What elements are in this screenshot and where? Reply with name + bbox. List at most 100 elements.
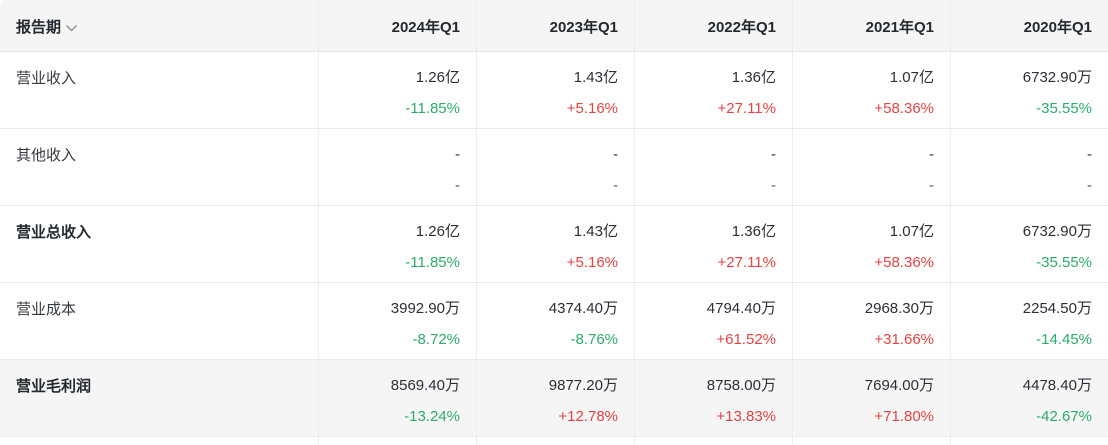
column-header-label: 2022年Q1 (707, 19, 776, 36)
cell-value: 1.43亿 (573, 223, 618, 240)
cell-change: - (1087, 177, 1092, 194)
row-label: 其他收入 (16, 147, 77, 164)
column-header: 2022年Q1 (634, 0, 792, 51)
cell-change: -11.85% (405, 100, 460, 117)
cell-change: - (771, 177, 776, 194)
value-cell: 1.36亿 +27.11% (634, 52, 792, 128)
value-cell: 7694.00万 +71.80% (792, 360, 950, 436)
partial-cell (950, 437, 1108, 445)
cell-value: - (771, 146, 776, 163)
report-period-header-cell: 报告期 (0, 0, 318, 51)
cell-value: 2968.30万 (864, 300, 934, 317)
cell-change: +61.52% (716, 331, 776, 348)
partial-cell (634, 437, 792, 445)
cell-change: +13.83% (716, 408, 776, 425)
cell-value: - (929, 146, 934, 163)
cell-change: - (929, 177, 934, 194)
cell-value: 1.26亿 (415, 69, 460, 86)
cell-value: 7694.00万 (864, 377, 934, 394)
cell-value: 1.43亿 (573, 69, 618, 86)
cell-change: +71.80% (874, 408, 934, 425)
cell-value: 8758.00万 (706, 377, 776, 394)
value-cell: 1.26亿 -11.85% (318, 206, 476, 282)
column-header: 2021年Q1 (792, 0, 950, 51)
cell-value: 4374.40万 (548, 300, 618, 317)
cell-value: - (455, 146, 460, 163)
cell-change: -13.24% (404, 408, 460, 425)
cell-value: 1.26亿 (415, 223, 460, 240)
partial-cell (476, 437, 634, 445)
cell-change: +58.36% (874, 100, 934, 117)
partial-cell (318, 437, 476, 445)
value-cell: 1.43亿 +5.16% (476, 206, 634, 282)
cell-value: 3992.90万 (390, 300, 460, 317)
value-cell: 6732.90万 -35.55% (950, 52, 1108, 128)
table-row-partial (0, 437, 1108, 445)
report-period-dropdown[interactable]: 报告期 (16, 16, 77, 37)
table-header-row: 报告期 2024年Q1 2023年Q1 2022年Q1 2021年Q1 2020… (0, 0, 1108, 52)
value-cell: 1.07亿 +58.36% (792, 206, 950, 282)
value-cell: - - (792, 129, 950, 205)
value-cell: 1.36亿 +27.11% (634, 206, 792, 282)
cell-change: +31.66% (874, 331, 934, 348)
cell-change: +12.78% (558, 408, 618, 425)
value-cell: - - (318, 129, 476, 205)
value-cell: 8569.40万 -13.24% (318, 360, 476, 436)
cell-change: +27.11% (717, 100, 776, 117)
column-header: 2020年Q1 (950, 0, 1108, 51)
column-header: 2023年Q1 (476, 0, 634, 51)
row-label: 营业成本 (16, 301, 77, 318)
value-cell: 1.26亿 -11.85% (318, 52, 476, 128)
cell-change: - (455, 177, 460, 194)
value-cell: - - (476, 129, 634, 205)
value-cell: 8758.00万 +13.83% (634, 360, 792, 436)
row-label-cell: 营业收入 (0, 52, 318, 128)
column-header-label: 2020年Q1 (1023, 19, 1092, 36)
row-label-cell: 其他收入 (0, 129, 318, 205)
row-label: 营业总收入 (16, 224, 92, 241)
cell-value: 1.36亿 (731, 69, 776, 86)
cell-value: - (1087, 146, 1092, 163)
cell-value: - (613, 146, 618, 163)
cell-value: 6732.90万 (1022, 69, 1092, 86)
cell-value: 1.07亿 (889, 69, 934, 86)
value-cell: 4374.40万 -8.76% (476, 283, 634, 359)
cell-value: 1.07亿 (889, 223, 934, 240)
value-cell: 2968.30万 +31.66% (792, 283, 950, 359)
cell-change: +58.36% (874, 254, 934, 271)
cell-change: -35.55% (1036, 254, 1092, 271)
cell-change: +5.16% (566, 100, 618, 117)
column-header: 2024年Q1 (318, 0, 476, 51)
column-header-label: 2021年Q1 (865, 19, 934, 36)
row-label-cell: 营业成本 (0, 283, 318, 359)
value-cell: 9877.20万 +12.78% (476, 360, 634, 436)
cell-value: 1.36亿 (731, 223, 776, 240)
cell-change: -35.55% (1036, 100, 1092, 117)
cell-change: +5.16% (566, 254, 618, 271)
table-row: 营业成本 3992.90万 -8.72% 4374.40万 -8.76% 479… (0, 283, 1108, 360)
row-label-cell: 营业总收入 (0, 206, 318, 282)
column-header-label: 2024年Q1 (391, 19, 460, 36)
cell-value: 9877.20万 (548, 377, 618, 394)
cell-change: -8.76% (570, 331, 618, 348)
cell-change: -42.67% (1036, 408, 1092, 425)
partial-label-cell (0, 437, 318, 445)
value-cell: 1.07亿 +58.36% (792, 52, 950, 128)
value-cell: 4478.40万 -42.67% (950, 360, 1108, 436)
cell-change: -8.72% (412, 331, 460, 348)
value-cell: 3992.90万 -8.72% (318, 283, 476, 359)
value-cell: - - (950, 129, 1108, 205)
value-cell: - - (634, 129, 792, 205)
cell-value: 8569.40万 (390, 377, 460, 394)
cell-value: 2254.50万 (1022, 300, 1092, 317)
row-label-cell: 营业毛利润 (0, 360, 318, 436)
value-cell: 2254.50万 -14.45% (950, 283, 1108, 359)
cell-value: 4794.40万 (706, 300, 776, 317)
row-label: 营业收入 (16, 70, 77, 87)
partial-cell (792, 437, 950, 445)
cell-value: 4478.40万 (1022, 377, 1092, 394)
cell-change: -11.85% (405, 254, 460, 271)
cell-value: 6732.90万 (1022, 223, 1092, 240)
cell-change: -14.45% (1036, 331, 1092, 348)
